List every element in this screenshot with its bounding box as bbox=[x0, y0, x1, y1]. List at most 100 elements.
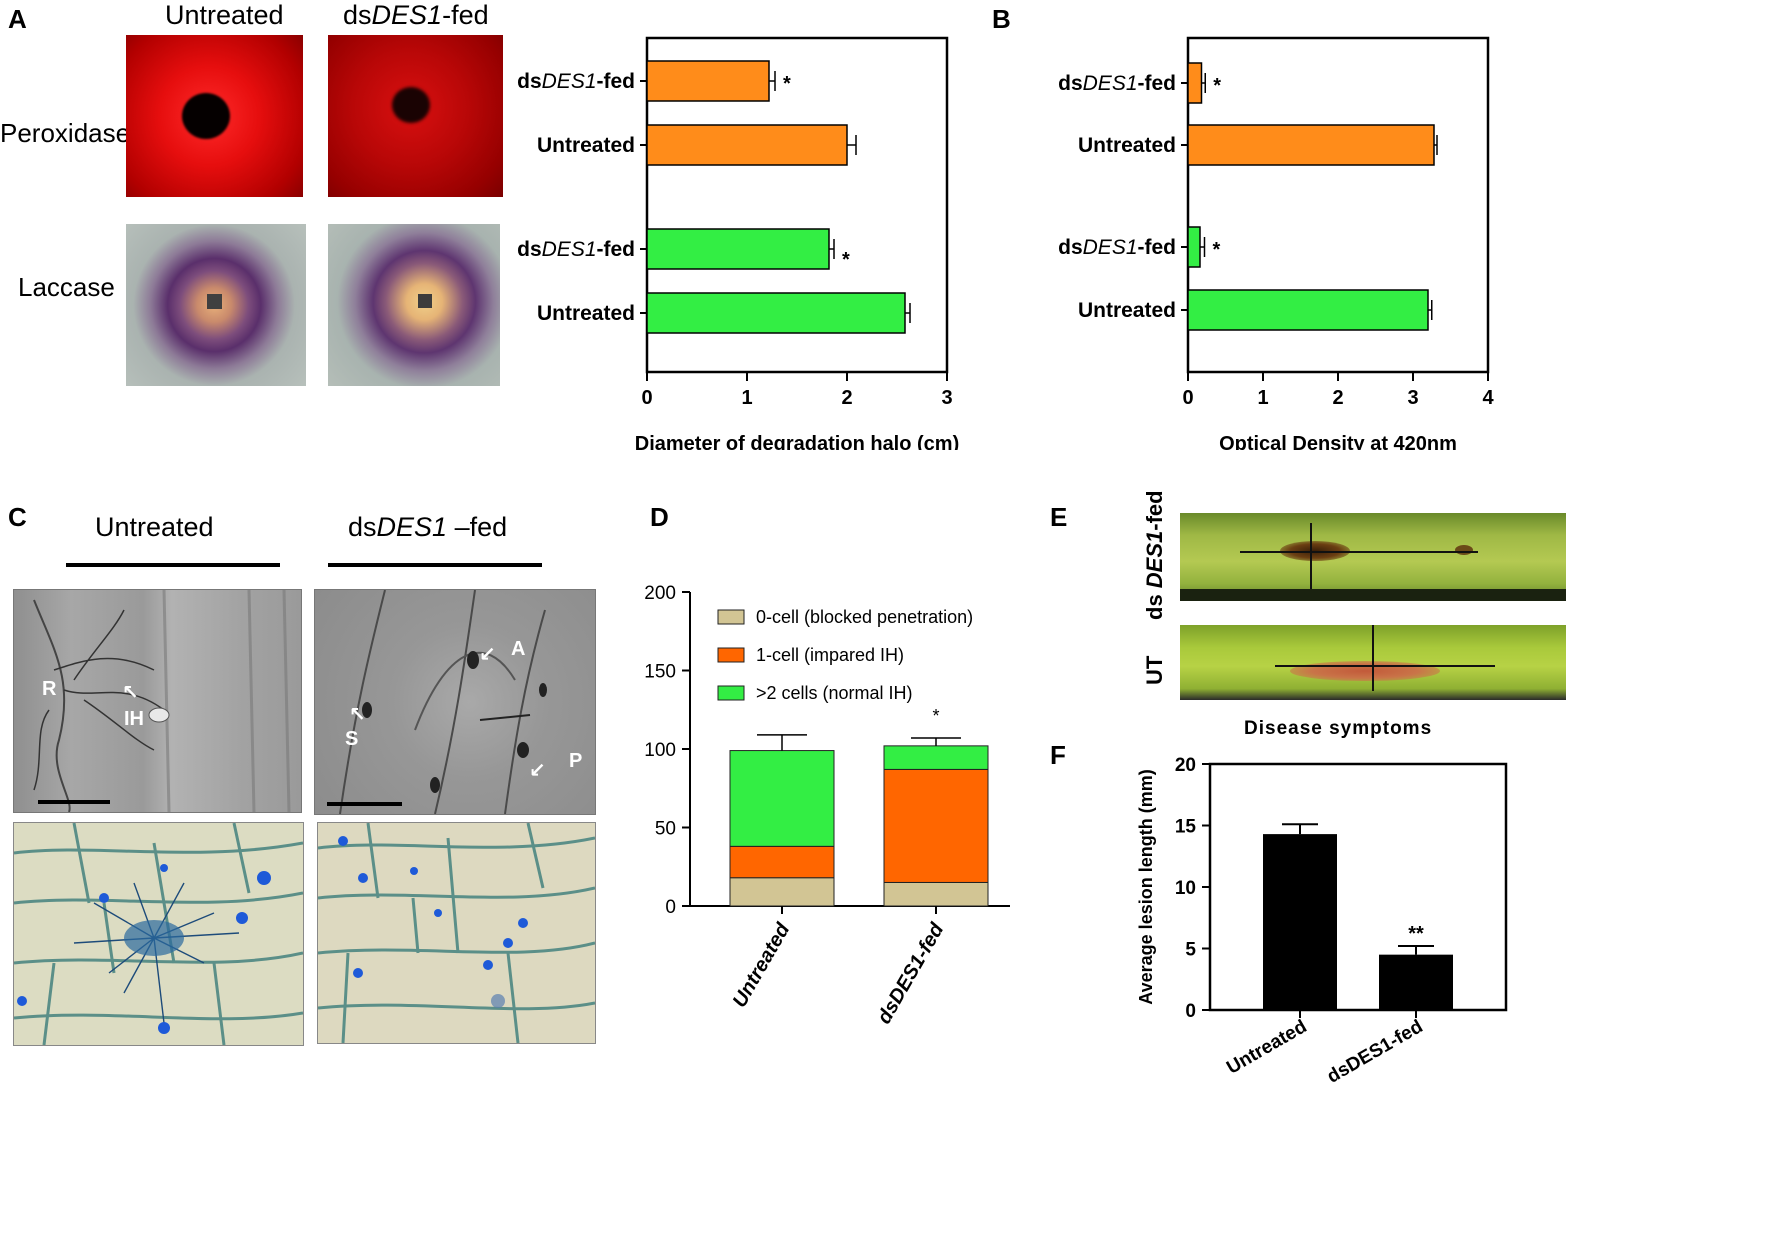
panel-label-b: B bbox=[992, 4, 1011, 34]
significance-marker: * bbox=[932, 706, 939, 726]
y-axis-label: Average lesion length (mm) bbox=[1136, 769, 1156, 1004]
bar bbox=[646, 124, 848, 166]
bar bbox=[646, 60, 770, 102]
row-label-peroxidase: Peroxidase bbox=[0, 118, 131, 148]
chart-f-lesion-length: 0 5 10 15 20 Untreated dsDES1-fed ** Average les… bbox=[1136, 755, 1508, 1088]
x-tick-label: 3 bbox=[941, 387, 952, 409]
leaf-ut-photo bbox=[1180, 625, 1566, 700]
category-label: Untreated bbox=[1078, 134, 1176, 157]
legend-swatch bbox=[717, 647, 745, 663]
panel-c-label-dsdes1-fed: dsDES1 –fed bbox=[348, 512, 508, 542]
panel-label-e: E bbox=[1050, 502, 1068, 532]
bar bbox=[1187, 289, 1429, 331]
bar bbox=[646, 292, 906, 334]
y-tick-label: 15 bbox=[1175, 817, 1197, 838]
bar-segment bbox=[883, 745, 989, 770]
bar-segment bbox=[883, 881, 989, 907]
panel-label-a: A bbox=[8, 4, 27, 34]
scale-bar bbox=[38, 800, 110, 804]
micrograph-untreated-stained bbox=[13, 822, 304, 1046]
chart-a-degradation-halo: dsDES1-fed * Untreated dsDES1-fed * Untreated… bbox=[517, 36, 960, 450]
category-label: Untreated bbox=[537, 134, 635, 157]
micrograph-dsdes1-fungal: A S P ↙ ↖ ↙ bbox=[314, 589, 596, 815]
x-tick-label: Untreated bbox=[1223, 1016, 1310, 1079]
x-tick-label: dsDES1-fed bbox=[1324, 1016, 1427, 1088]
y-tick-label: 50 bbox=[655, 819, 676, 840]
x-tick-label: 1 bbox=[741, 387, 752, 409]
y-tick-label: 10 bbox=[1175, 878, 1196, 899]
bar bbox=[646, 228, 830, 270]
plot-frame bbox=[1208, 762, 1508, 1012]
arrow-icon: ↙ bbox=[529, 760, 546, 782]
column-label-dsdes1-fed: dsDES1-fed bbox=[343, 0, 489, 30]
bar-segment bbox=[729, 845, 835, 879]
significance-marker: * bbox=[842, 249, 850, 271]
bar-segment bbox=[729, 750, 835, 847]
x-axis-label: Diameter of degradation halo (cm) bbox=[635, 433, 960, 450]
panel-e-caption: Disease symptoms bbox=[1244, 718, 1433, 739]
significance-marker: * bbox=[1213, 239, 1221, 261]
significance-marker: ** bbox=[1408, 923, 1424, 945]
x-tick-label: Untreated bbox=[729, 919, 795, 1012]
chart-b-optical-density: dsDES1-fed * Untreated dsDES1-fed * Untreated… bbox=[1058, 36, 1494, 450]
legend-swatch bbox=[717, 609, 745, 625]
label-a: A bbox=[511, 638, 526, 660]
y-tick-label: 0 bbox=[665, 897, 676, 918]
arrow-icon: ↖ bbox=[122, 682, 139, 704]
label-s: S bbox=[345, 728, 359, 750]
x-tick-label: 3 bbox=[1407, 387, 1418, 409]
bar bbox=[1263, 834, 1337, 1010]
x-tick-label: 0 bbox=[641, 387, 652, 409]
category-label: Untreated bbox=[537, 302, 635, 325]
peroxidase-dsdes1-fed-photo bbox=[328, 35, 503, 197]
group-bar-untreated bbox=[66, 563, 280, 567]
x-tick-label: 1 bbox=[1257, 387, 1268, 409]
y-tick-label: 0 bbox=[1185, 1001, 1196, 1022]
arrow-icon: ↖ bbox=[349, 704, 366, 726]
bar bbox=[1379, 954, 1453, 1010]
category-label: Untreated bbox=[1078, 299, 1176, 322]
label-p: P bbox=[569, 750, 583, 772]
label-ih: IH bbox=[124, 708, 144, 730]
bar bbox=[1187, 226, 1201, 268]
category-label: dsDES1-fed bbox=[517, 70, 635, 93]
bar bbox=[1187, 62, 1203, 104]
bar-segment bbox=[729, 877, 835, 907]
legend-label: >2 cells (normal IH) bbox=[756, 683, 913, 703]
bar bbox=[1187, 124, 1435, 166]
laccase-untreated-photo bbox=[126, 224, 306, 386]
legend-swatch bbox=[717, 685, 745, 701]
legend-label: 1-cell (impared IH) bbox=[756, 645, 904, 665]
x-tick-label: 2 bbox=[1332, 387, 1343, 409]
x-tick-label: dsDES1-fed bbox=[873, 919, 949, 1028]
x-axis-label: Optical Density at 420nm bbox=[1219, 433, 1457, 450]
y-tick-label: 20 bbox=[1175, 755, 1196, 776]
x-tick-label: 4 bbox=[1482, 387, 1494, 409]
plot-frame bbox=[645, 36, 949, 374]
panel-label-f: F bbox=[1050, 740, 1066, 770]
group-bar-dsdes1-fed bbox=[328, 563, 542, 567]
chart-d-infection-stages: 0 50 100 150 200 Untreated dsDES1-fed * 0-cell (… bbox=[644, 583, 1010, 1028]
y-tick-label: 150 bbox=[644, 662, 676, 683]
peroxidase-untreated-photo bbox=[126, 35, 303, 197]
y-tick-label: 5 bbox=[1185, 940, 1196, 961]
row-label-ut-leaf: UT bbox=[1142, 655, 1167, 685]
category-label: dsDES1-fed bbox=[1058, 236, 1176, 259]
panel-c-label-untreated: Untreated bbox=[95, 512, 214, 542]
micrograph-untreated-fungal: R IH ↖ bbox=[13, 589, 302, 813]
column-label-untreated: Untreated bbox=[165, 0, 284, 30]
arrow-icon: ↙ bbox=[479, 644, 496, 666]
leaf-dsdes1-fed-photo bbox=[1180, 513, 1566, 601]
category-label: dsDES1-fed bbox=[1058, 72, 1176, 95]
x-tick-label: 0 bbox=[1182, 387, 1193, 409]
legend-label: 0-cell (blocked penetration) bbox=[756, 607, 973, 627]
significance-marker: * bbox=[783, 73, 791, 95]
row-label-laccase: Laccase bbox=[18, 272, 115, 302]
x-tick-label: 2 bbox=[841, 387, 852, 409]
scale-bar bbox=[327, 802, 402, 806]
category-label: dsDES1-fed bbox=[517, 238, 635, 261]
laccase-dsdes1-fed-photo bbox=[328, 224, 500, 386]
panel-label-c: C bbox=[8, 502, 27, 532]
label-rl: R bbox=[42, 678, 57, 700]
micrograph-dsdes1-stained bbox=[317, 822, 596, 1044]
